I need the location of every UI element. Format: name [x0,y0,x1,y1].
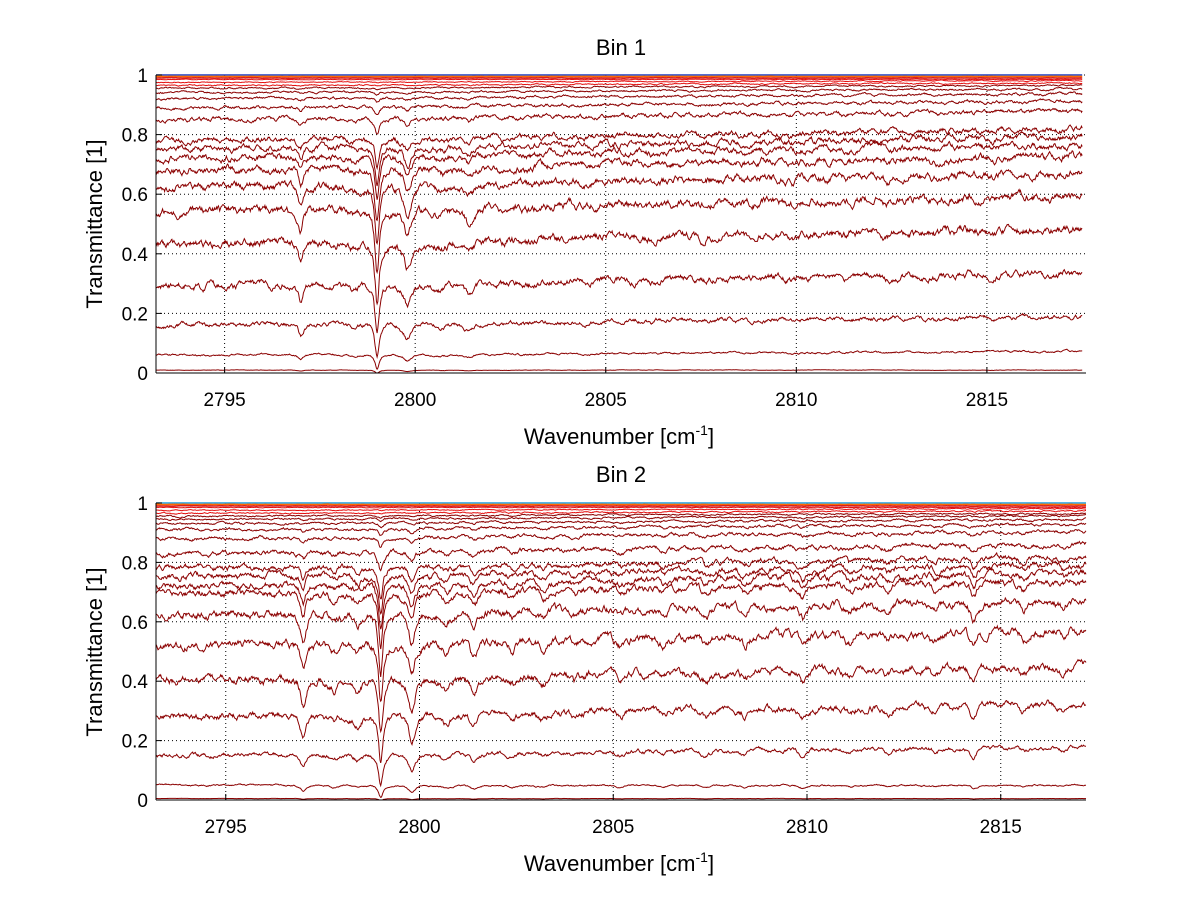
spectrum-line [156,79,1083,84]
y-tick-label: 1 [137,66,148,87]
spectrum-line [155,624,1087,703]
x-tick-label: 2805 [585,390,627,411]
spectrum-line [155,517,1087,529]
y-tick-label: 0.6 [122,613,148,634]
spectrum-line [155,124,1083,171]
y-tick-label: 0.2 [122,732,148,753]
plot-area: 2795 2800 2805 2810 2815 0 0.2 0.4 0.6 0.8 1 [122,66,1086,411]
x-axis-label-main: Wavenumber [cm [524,424,696,449]
x-axis-label: Wavenumber [cm-1] [524,849,714,876]
x-tick-label: 2805 [592,817,634,838]
x-tick-label: 2815 [980,817,1022,838]
spectrum-line [155,567,1087,630]
spectrum-line [156,503,1086,506]
subplot-bin-1: Bin 1 Transmittance [1] Wavenumber [cm-1… [82,35,1086,449]
plot-area: 2795 2800 2805 2810 2815 0 0.2 0.4 0.6 0.8 1 [122,494,1087,838]
y-tick-label: 0 [137,791,148,812]
spectrum-line [155,540,1087,572]
y-tick-label: 1 [137,494,148,515]
spectrum-line [155,168,1083,245]
y-tick-label: 0.8 [122,126,148,147]
y-tick-label: 0.4 [122,245,149,266]
spectrum-line [156,699,1087,764]
x-axis-label: Wavenumber [cm-1] [524,422,714,449]
x-axis-label-close: ] [708,851,714,876]
spectrum-line [155,529,1087,548]
spectrum-line [155,98,1083,115]
y-tick-label: 0.2 [122,304,148,325]
spectrum-line [155,578,1087,650]
spectrum-line [155,78,1083,81]
spectrum-line [155,140,1083,200]
x-tick-label: 2815 [966,390,1008,411]
x-tick-label: 2800 [394,390,436,411]
spectrum-line [155,507,1087,512]
chart-title: Bin 2 [596,462,646,487]
spectrum-line [155,223,1083,306]
spectrum-line [156,86,1083,96]
spectrum-line [156,797,1087,801]
spectrum-line [155,512,1087,519]
x-axis-label-superscript: -1 [696,422,709,438]
spectrum-line [155,506,1086,509]
spectrum-line [155,522,1087,537]
y-axis-label: Transmittance [1] [82,139,107,308]
chart-title: Bin 1 [596,35,646,60]
y-tick-label: 0.8 [122,553,148,574]
spectrum-line [155,268,1083,334]
x-tick-label: 2800 [398,817,440,838]
spectrum-line [156,504,1087,508]
x-tick-label: 2795 [205,817,247,838]
spectrum-line [155,83,1083,91]
spectrum-line [155,596,1087,677]
spectrum-line [155,150,1083,222]
spectrum-line [155,560,1087,615]
x-axis-label-close: ] [708,424,714,449]
spectrum-line [155,551,1087,600]
spectrum-line [155,514,1087,523]
y-tick-label: 0.4 [122,672,149,693]
spectrum-line [156,509,1086,515]
y-axis-label: Transmittance [1] [82,567,107,736]
spectrum-line [155,744,1087,788]
spectrum-line [155,348,1083,371]
x-tick-label: 2810 [775,390,817,411]
x-axis-label-superscript: -1 [696,849,709,865]
x-tick-label: 2795 [203,390,245,411]
spectrum-line [155,658,1087,734]
spectrum-line [155,312,1083,359]
subplot-bin-2: Bin 2 Transmittance [1] Wavenumber [cm-1… [82,462,1087,876]
x-tick-label: 2810 [786,817,828,838]
spectrum-line [155,131,1083,187]
spectrum-line [155,76,1083,80]
spectrum-line [155,81,1083,87]
spectrum-line [155,188,1083,275]
spectrum-line [155,91,1083,103]
spectrum-line [155,783,1087,798]
y-tick-label: 0.6 [122,185,148,206]
spectrum-line [156,107,1083,135]
spectrum-line [156,369,1083,374]
y-tick-label: 0 [137,364,148,385]
x-axis-label-main: Wavenumber [cm [524,851,696,876]
axes-background [156,75,1086,373]
axes-background [156,503,1086,800]
